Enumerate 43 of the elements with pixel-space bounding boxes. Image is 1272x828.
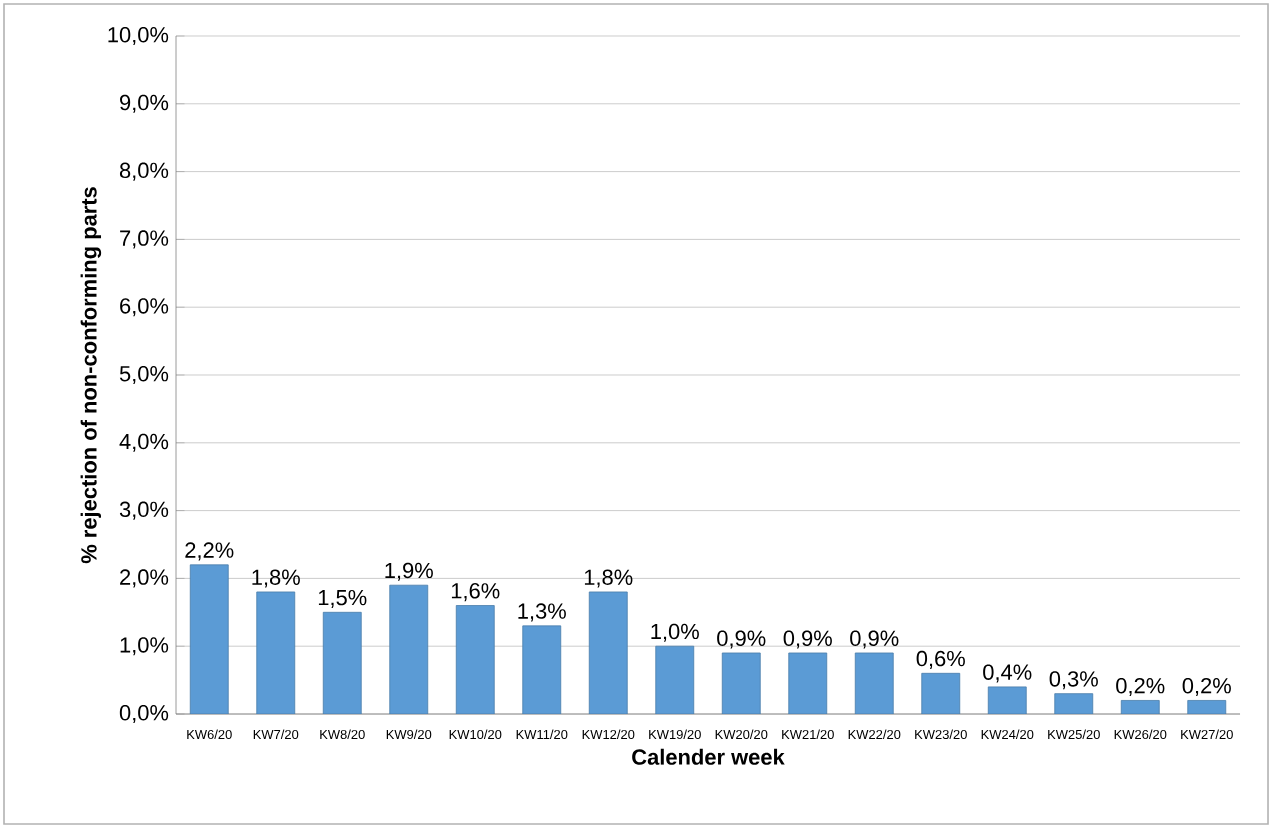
y-tick-label: 5,0% xyxy=(119,365,169,385)
y-tick-label: 0,0% xyxy=(119,704,169,724)
bar xyxy=(788,652,828,714)
y-axis-title: % rejection of non-conforming parts xyxy=(80,187,102,564)
y-tick-label: 2,0% xyxy=(120,569,169,588)
y-tick-label: 1,0% xyxy=(120,637,169,656)
data-label: 0,9% xyxy=(850,630,899,649)
bar xyxy=(854,652,894,714)
y-tick-label: 7,0% xyxy=(120,230,169,249)
y-tick-label: 4,0% xyxy=(119,433,169,452)
y-tick-label: 8,0% xyxy=(119,162,169,181)
y-tick-label: 10,0% xyxy=(108,26,169,46)
data-label: 0,9% xyxy=(783,630,832,649)
bar xyxy=(389,584,429,714)
data-label: 2,2% xyxy=(185,542,234,561)
bar xyxy=(655,645,695,714)
bar xyxy=(455,605,495,714)
data-label: 1,0% xyxy=(651,623,699,642)
x-axis-title: Calender week xyxy=(632,748,785,765)
bar xyxy=(1054,693,1093,714)
data-label: 1,6% xyxy=(451,583,500,602)
bar xyxy=(921,672,961,714)
data-label: 1,9% xyxy=(385,562,433,581)
bar xyxy=(522,625,562,714)
data-label: 0,2% xyxy=(1116,677,1165,697)
y-tick-label: 9,0% xyxy=(120,94,169,113)
data-label: 0,6% xyxy=(916,650,965,669)
bar xyxy=(721,652,761,714)
y-tick-label: 6,0% xyxy=(120,298,169,317)
data-label: 1,3% xyxy=(518,603,566,622)
data-label: 1,8% xyxy=(252,569,300,588)
data-label: 0,4% xyxy=(983,664,1032,683)
bar xyxy=(322,611,362,714)
data-label: 1,5% xyxy=(318,589,367,608)
data-label: 0,9% xyxy=(717,630,766,649)
bar xyxy=(988,686,1027,714)
data-label: 0,3% xyxy=(1049,671,1098,690)
bar xyxy=(189,564,229,714)
data-label: 1,8% xyxy=(584,569,633,588)
bar xyxy=(588,591,628,714)
data-label: 0,2% xyxy=(1182,677,1231,697)
bar xyxy=(256,591,296,714)
y-tick-label: 3,0% xyxy=(119,501,169,520)
